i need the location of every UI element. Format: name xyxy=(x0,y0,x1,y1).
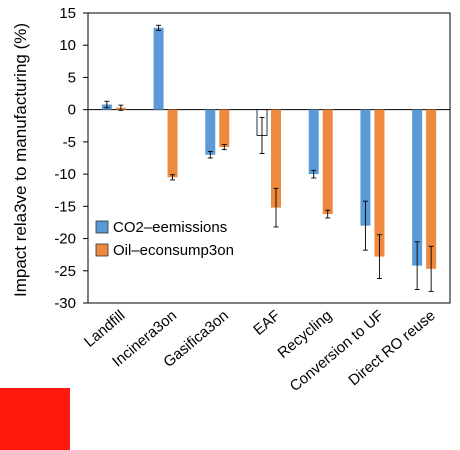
bar-oil xyxy=(426,109,437,269)
x-category-label: EAF xyxy=(250,307,283,339)
y-tick-label: -5 xyxy=(63,134,76,151)
y-tick-label: -20 xyxy=(54,231,76,248)
red-block xyxy=(0,388,70,450)
y-tick-label: 0 xyxy=(68,102,76,119)
y-tick-label: -25 xyxy=(54,263,76,280)
bars xyxy=(101,24,437,292)
bar-oil xyxy=(322,109,333,215)
y-tick-label: -15 xyxy=(54,198,76,215)
bar-oil xyxy=(219,109,230,148)
y-axis-label: Impact rela3ve to manufacturing (%) xyxy=(11,23,30,297)
y-tick-label: 5 xyxy=(68,69,76,86)
bar-co2 xyxy=(360,109,371,226)
x-category-label: Direct RO reuse xyxy=(345,307,438,389)
legend: CO2–eemissions Oil–econsump3on xyxy=(95,219,234,259)
bar-oil xyxy=(374,109,385,257)
x-category-label: Landfill xyxy=(81,307,128,351)
y-tick-label: -30 xyxy=(54,295,76,312)
y-tick-label: -10 xyxy=(54,166,76,183)
bar-co2 xyxy=(153,27,164,110)
legend-swatch-co2 xyxy=(95,220,109,234)
bar-oil xyxy=(271,109,281,208)
legend-swatch-oil xyxy=(95,243,109,257)
bar-co2 xyxy=(205,109,216,155)
y-tick-label: 10 xyxy=(59,37,76,54)
x-category-label: Conversion to UF xyxy=(287,307,387,395)
y-axis: 15 10 5 0 -5 -10 -15 -20 -25 -30 xyxy=(54,5,88,312)
legend-label-oil: Oil–econsump3on xyxy=(113,242,234,259)
bar-oil xyxy=(167,109,178,178)
plot-area xyxy=(87,12,451,304)
bar-co2 xyxy=(412,109,423,266)
plot-frame xyxy=(87,12,451,304)
bar-co2 xyxy=(308,109,319,175)
legend-label-co2: CO2–eemissions xyxy=(113,219,227,236)
y-tick-label: 15 xyxy=(59,5,76,22)
